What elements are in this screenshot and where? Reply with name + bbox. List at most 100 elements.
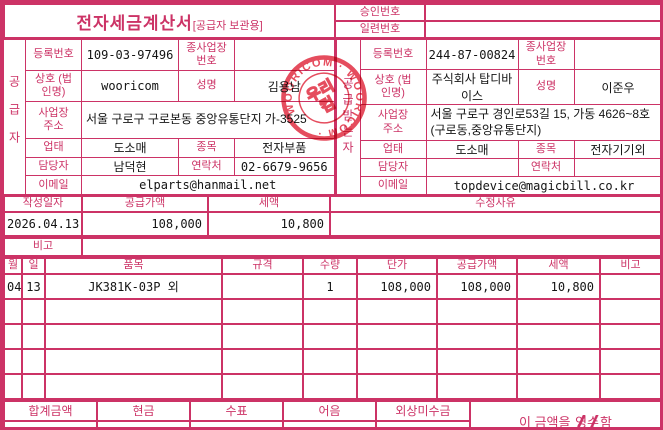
check-label: 수표 [189, 400, 284, 422]
cash-label: 현금 [96, 400, 191, 422]
buyer-email-label: 이메일 [359, 176, 427, 195]
item-month: 04 [3, 273, 23, 300]
supplier-phone-label: 연락처 [178, 156, 235, 177]
item-empty-cell [44, 298, 223, 325]
buyer-biztype-label: 업태 [359, 140, 427, 159]
approval-number-value [424, 3, 660, 22]
supplier-biztype-label: 업태 [25, 138, 82, 158]
item-empty-cell [356, 323, 438, 350]
tax-amount-value: 10,800 [207, 211, 331, 237]
supplier-bizclass-label: 종목 [178, 138, 235, 158]
credit-label: 외상미수금 [375, 400, 471, 422]
supplier-side-label: 공급자 [3, 39, 26, 195]
buyer-bizclass-label: 종목 [517, 140, 575, 159]
item-empty-cell [436, 298, 518, 325]
item-row-empty [3, 298, 660, 325]
item-empty-cell [21, 323, 46, 350]
item-empty-cell [599, 298, 660, 325]
buyer-subsite-label: 종사업장 번호 [517, 39, 575, 70]
item-empty-cell [436, 348, 518, 375]
buyer-section: 공급받는자 등록번호 244-87-00824 종사업장 번호 상호 (법인명)… [335, 39, 660, 195]
col-supply: 공급가액 [436, 257, 518, 275]
supplier-subsite-label: 종사업장 번호 [178, 39, 235, 71]
item-empty-cell [436, 373, 518, 400]
item-empty-cell [302, 373, 358, 400]
supplier-manager-label: 담당자 [25, 156, 82, 177]
supplier-manager-value: 남덕현 [81, 156, 179, 177]
item-empty-cell [221, 323, 304, 350]
item-empty-cell [221, 298, 304, 325]
supplier-ceo-value: 김용남 [234, 70, 336, 102]
supplier-section: 공급자 등록번호 109-03-97496 종사업장 번호 상호 (법인명) w… [3, 39, 336, 195]
buyer-ceo-label: 성명 [517, 69, 575, 105]
col-qty: 수량 [302, 257, 358, 275]
item-row-empty [3, 373, 660, 400]
date-value: 2026.04.13 [3, 211, 83, 237]
document-title: 전자세금계산서 [76, 13, 193, 33]
buyer-address-label: 사업장 주소 [359, 104, 427, 141]
buyer-company-value: 주식회사 탑디바이스 [425, 69, 519, 105]
supplier-subsite-value [234, 39, 336, 71]
item-empty-cell [3, 373, 23, 400]
item-unit-price: 108,000 [356, 273, 438, 300]
item-row-empty [3, 348, 660, 375]
buyer-ceo-value: 이준우 [573, 69, 660, 105]
receipt-prefix: 이 금액을 [519, 415, 575, 430]
item-empty-cell [3, 348, 23, 375]
item-empty-cell [356, 348, 438, 375]
items-header-row: 월 일 품목 규격 수량 단가 공급가액 세액 비고 [3, 257, 660, 275]
item-empty-cell [356, 298, 438, 325]
bill-value [282, 420, 377, 427]
buyer-side-label: 공급받는자 [335, 39, 361, 195]
parties-section: 공급자 등록번호 109-03-97496 종사업장 번호 상호 (법인명) w… [3, 39, 660, 195]
item-name: JK381K-03P 외 [44, 273, 223, 300]
item-empty-cell [302, 348, 358, 375]
date-label: 작성일자 [3, 195, 83, 213]
item-row-empty [3, 323, 660, 350]
bill-label: 어음 [282, 400, 377, 422]
serial-number-value [424, 20, 660, 39]
buyer-bizclass-value: 전자기기외 [573, 140, 660, 159]
item-empty-cell [302, 298, 358, 325]
buyer-biztype-value: 도소매 [425, 140, 519, 159]
col-note: 비고 [599, 257, 660, 275]
totals-section: 합계금액 현금 수표 어음 외상미수금 이 금액을 영수함 118,800 [3, 400, 660, 430]
total-amount-value: 118,800 [3, 420, 98, 427]
col-item: 품목 [44, 257, 223, 275]
revision-reason-label: 수정사유 [329, 195, 660, 213]
item-empty-cell [3, 298, 23, 325]
item-empty-cell [21, 298, 46, 325]
buyer-reg-label: 등록번호 [359, 39, 427, 70]
col-tax: 세액 [516, 257, 601, 275]
item-empty-cell [302, 323, 358, 350]
credit-value [375, 420, 471, 427]
buyer-address-value: 서울 구로구 경인로53길 15, 가동 4626~8호 (구로동,중앙유통단지… [425, 104, 660, 141]
col-month: 월 [3, 257, 23, 275]
buyer-phone-label: 연락처 [517, 158, 575, 177]
item-spec [221, 273, 304, 300]
item-note [599, 273, 660, 300]
revision-reason-value [329, 211, 660, 237]
supplier-address-value: 서울 구로구 구로본동 중앙유통단지 가-3525 [81, 100, 336, 140]
item-day: 13 [21, 273, 46, 300]
receipt-statement: 이 금액을 영수함 [469, 400, 660, 430]
supplier-biztype-value: 도소매 [81, 138, 179, 158]
item-empty-cell [516, 323, 601, 350]
item-empty-cell [599, 323, 660, 350]
item-empty-cell [436, 323, 518, 350]
summary-section: 작성일자 공급가액 세액 수정사유 2026.04.13 108,000 10,… [3, 195, 660, 237]
check-value [189, 420, 284, 427]
buyer-company-label: 상호 (법인명) [359, 69, 427, 105]
buyer-subsite-value [573, 39, 660, 70]
col-unit-price: 단가 [356, 257, 438, 275]
item-qty: 1 [302, 273, 358, 300]
remark-section: 비고 [3, 237, 660, 257]
item-supply: 108,000 [436, 273, 518, 300]
item-empty-cell [599, 373, 660, 400]
cash-value [96, 420, 191, 427]
item-empty-cell [44, 348, 223, 375]
col-spec: 규격 [221, 257, 304, 275]
item-empty-cell [221, 373, 304, 400]
supplier-address-label: 사업장 주소 [25, 100, 82, 140]
supplier-company-value: wooricom [81, 70, 179, 102]
